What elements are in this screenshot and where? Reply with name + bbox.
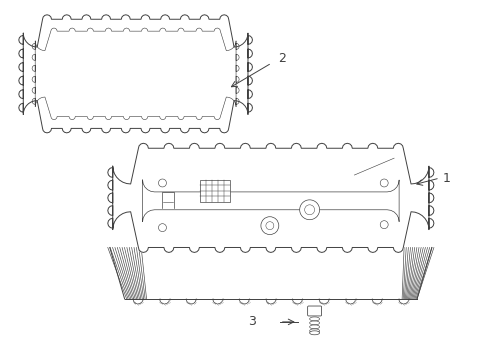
- Polygon shape: [19, 15, 252, 133]
- Circle shape: [158, 179, 166, 187]
- Bar: [200, 180, 230, 202]
- Circle shape: [380, 179, 387, 187]
- Circle shape: [158, 224, 166, 231]
- Polygon shape: [107, 143, 433, 252]
- Circle shape: [380, 221, 387, 229]
- Text: 3: 3: [247, 315, 255, 328]
- Text: 2: 2: [277, 53, 285, 66]
- Text: 1: 1: [442, 171, 450, 185]
- Circle shape: [299, 200, 319, 220]
- Circle shape: [261, 217, 278, 235]
- FancyBboxPatch shape: [307, 306, 321, 316]
- Ellipse shape: [309, 331, 319, 335]
